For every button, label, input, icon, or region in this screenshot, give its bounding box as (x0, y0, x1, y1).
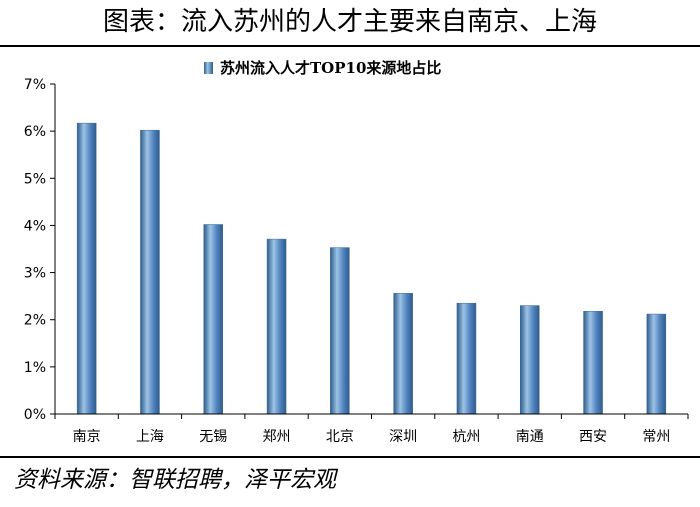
x-tick-label: 西安 (579, 429, 607, 445)
y-axis: 0% 1% 2% 3% 4% 5% 6% 7% (24, 77, 56, 423)
x-tick-label: 上海 (136, 429, 164, 445)
bar-上海 (140, 129, 160, 415)
chart-canvas: 苏州流入人才TOP10来源地占比 0% 1% 2% 3% 4% 5% 6% 7% 南京 上海 无锡… (24, 59, 689, 445)
bar-常州 (646, 313, 667, 415)
bar-南通 (520, 305, 540, 415)
bar-南京 (76, 122, 97, 415)
x-tick-label: 无锡 (199, 429, 227, 445)
x-tick-label: 南通 (516, 429, 544, 445)
bar-chart: 苏州流入人才TOP10来源地占比 0% 1% 2% 3% 4% 5% 6% 7% 南京 上海 无锡… (0, 48, 700, 454)
y-tick-label: 2% (24, 313, 46, 329)
y-tick-label: 5% (24, 171, 46, 187)
legend-swatch (204, 62, 213, 74)
figure-title: 图表：流入苏州的人才主要来自南京、上海 (102, 7, 597, 37)
y-tick-label: 0% (24, 407, 46, 423)
title-divider (0, 45, 700, 47)
bar-杭州 (456, 302, 477, 415)
x-tick-label: 杭州 (452, 429, 480, 445)
chart-legend: 苏州流入人才TOP10来源地占比 (204, 59, 441, 77)
x-tick-label: 南京 (73, 429, 101, 445)
legend-label: 苏州流入人才TOP10来源地占比 (220, 59, 441, 77)
y-tick-label: 6% (24, 124, 46, 140)
bars-group (76, 122, 667, 415)
source-note: 资料来源：智联招聘，泽平宏观 (14, 467, 336, 493)
y-tick-label: 1% (24, 360, 46, 376)
y-tick-label: 7% (24, 77, 46, 93)
y-tick-label: 4% (24, 218, 46, 234)
x-tick-label: 深圳 (389, 429, 417, 445)
bar-深圳 (393, 293, 413, 415)
y-tick-label: 3% (24, 266, 46, 282)
x-axis: 南京 上海 无锡 郑州 北京 深圳 杭州 南通 西安 常州 (54, 413, 689, 445)
bar-郑州 (266, 238, 287, 415)
bar-北京 (330, 247, 350, 415)
bar-西安 (583, 310, 603, 415)
bar-无锡 (203, 224, 223, 415)
source-divider (0, 456, 700, 458)
x-tick-label: 郑州 (263, 429, 291, 445)
x-tick-label: 常州 (642, 429, 670, 445)
x-tick-label: 北京 (326, 429, 354, 445)
